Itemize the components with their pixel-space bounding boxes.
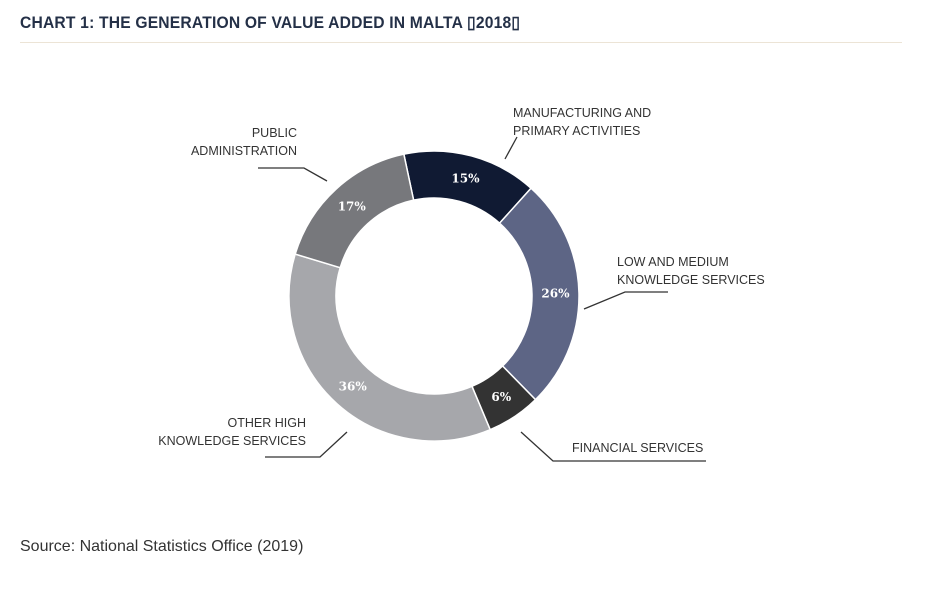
leader-line-4 [258, 167, 328, 182]
slice-value-label-1: 26% [541, 286, 570, 300]
chart-title: CHART 1: THE GENERATION OF VALUE ADDED I… [20, 13, 521, 32]
donut-slice-3 [288, 253, 492, 442]
slice-value-label-0: 15% [451, 172, 480, 186]
slice-value-label-4: 17% [338, 200, 367, 214]
category-label-4: PUBLIC ADMINISTRATION [191, 126, 297, 158]
category-leader-lines [258, 136, 706, 462]
source-note: Source: National Statistics Office (2019… [20, 538, 304, 555]
slice-value-label-3: 36% [339, 379, 368, 393]
category-labels: MANUFACTURING AND PRIMARY ACTIVITIES LOW A… [158, 106, 764, 455]
leader-line-3 [265, 431, 348, 458]
donut-slice-4 [294, 153, 415, 269]
slice-value-label-2: 6% [491, 390, 511, 404]
category-label-3: OTHER HIGH KNOWLEDGE SERVICES [158, 416, 306, 448]
category-label-2: FINANCIAL SERVICES [572, 441, 703, 455]
category-label-1: LOW AND MEDIUM KNOWLEDGE SERVICES [617, 255, 765, 287]
leader-line-0 [504, 136, 518, 160]
donut-value-labels: 15% 26% 6% 36% 17% [338, 172, 570, 405]
leader-line-1 [583, 291, 668, 310]
category-label-0: MANUFACTURING AND PRIMARY ACTIVITIES [513, 106, 651, 138]
donut-slices [288, 150, 580, 442]
title-divider [20, 42, 902, 43]
leader-line-2 [520, 431, 706, 462]
